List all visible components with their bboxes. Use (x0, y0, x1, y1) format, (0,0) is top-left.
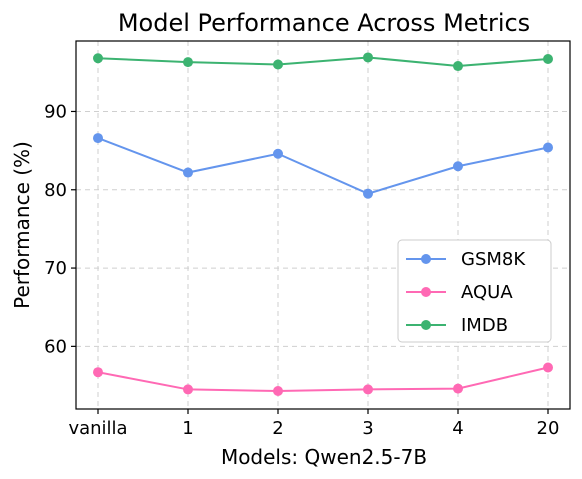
data-point-imdb (183, 57, 193, 68)
x-tick-label: vanilla (68, 418, 127, 439)
data-point-gsm8k (363, 188, 373, 199)
y-axis: 60 70 80 90 (44, 101, 76, 357)
series-line-gsm8k (97, 137, 549, 195)
data-point-aqua (543, 362, 553, 373)
legend-box (397, 239, 552, 343)
data-point-gsm8k (453, 161, 463, 172)
data-point-gsm8k (543, 142, 553, 153)
y-tick-label: 80 (44, 180, 67, 201)
legend-label-aqua: AQUA (461, 282, 513, 303)
series-line-aqua (97, 366, 549, 392)
x-axis-label: Models: Qwen2.5-7B (221, 445, 427, 469)
data-point-imdb (363, 52, 373, 63)
y-tick-label: 70 (44, 258, 67, 279)
data-point-gsm8k (183, 167, 193, 178)
plot-area-frame (75, 40, 571, 410)
series-layer (93, 52, 553, 396)
data-point-imdb (93, 53, 103, 64)
data-point-imdb (453, 61, 463, 72)
grid (76, 41, 570, 409)
legend: GSM8K AQUA IMDB (397, 239, 552, 343)
data-point-imdb (543, 54, 553, 65)
legend-marker-gsm8k (421, 254, 431, 264)
data-point-aqua (363, 384, 373, 395)
legend-label-imdb: IMDB (461, 315, 508, 336)
x-tick-label: 1 (182, 418, 193, 439)
data-point-imdb (273, 59, 283, 70)
x-tick-label: 20 (537, 418, 560, 439)
legend-marker-imdb (421, 320, 431, 330)
data-point-aqua (453, 383, 463, 394)
x-tick-label: 3 (362, 418, 373, 439)
y-axis-label: Performance (%) (10, 141, 34, 309)
series-line-imdb (97, 56, 549, 68)
data-point-gsm8k (273, 148, 283, 159)
chart-title: Model Performance Across Metrics (118, 9, 530, 37)
data-point-aqua (93, 367, 103, 378)
legend-marker-aqua (421, 287, 431, 297)
x-tick-label: 4 (452, 418, 463, 439)
data-point-aqua (273, 385, 283, 396)
y-tick-label: 90 (44, 101, 67, 122)
legend-label-gsm8k: GSM8K (461, 249, 526, 270)
x-tick-label: 2 (272, 418, 283, 439)
y-tick-label: 60 (44, 336, 67, 357)
x-axis: vanilla 1 2 3 4 20 (68, 409, 559, 439)
data-point-aqua (183, 384, 193, 395)
data-point-gsm8k (93, 133, 103, 144)
